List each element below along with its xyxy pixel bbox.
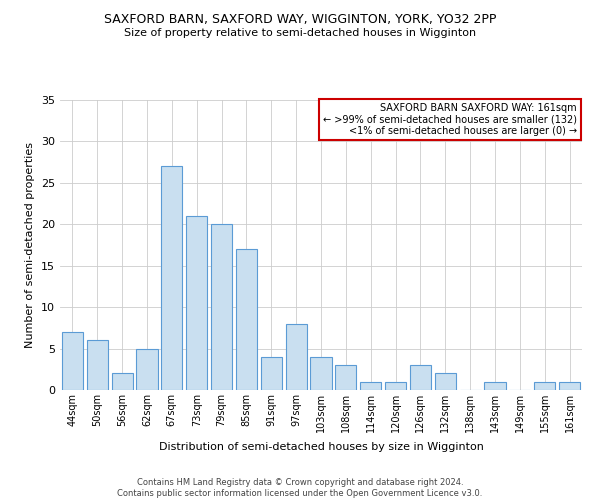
- Bar: [186, 216, 207, 390]
- Bar: [484, 382, 506, 390]
- Text: Size of property relative to semi-detached houses in Wigginton: Size of property relative to semi-detach…: [124, 28, 476, 38]
- Bar: [136, 348, 158, 390]
- Bar: [112, 374, 133, 390]
- Bar: [410, 365, 431, 390]
- Bar: [236, 249, 257, 390]
- Text: Distribution of semi-detached houses by size in Wigginton: Distribution of semi-detached houses by …: [158, 442, 484, 452]
- Bar: [385, 382, 406, 390]
- Bar: [261, 357, 282, 390]
- Bar: [534, 382, 555, 390]
- Bar: [161, 166, 182, 390]
- Y-axis label: Number of semi-detached properties: Number of semi-detached properties: [25, 142, 35, 348]
- Bar: [62, 332, 83, 390]
- Bar: [310, 357, 332, 390]
- Bar: [286, 324, 307, 390]
- Bar: [87, 340, 108, 390]
- Bar: [360, 382, 381, 390]
- Bar: [435, 374, 456, 390]
- Text: Contains HM Land Registry data © Crown copyright and database right 2024.
Contai: Contains HM Land Registry data © Crown c…: [118, 478, 482, 498]
- Text: SAXFORD BARN, SAXFORD WAY, WIGGINTON, YORK, YO32 2PP: SAXFORD BARN, SAXFORD WAY, WIGGINTON, YO…: [104, 12, 496, 26]
- Text: SAXFORD BARN SAXFORD WAY: 161sqm
← >99% of semi-detached houses are smaller (132: SAXFORD BARN SAXFORD WAY: 161sqm ← >99% …: [323, 103, 577, 136]
- Bar: [559, 382, 580, 390]
- Bar: [211, 224, 232, 390]
- Bar: [335, 365, 356, 390]
